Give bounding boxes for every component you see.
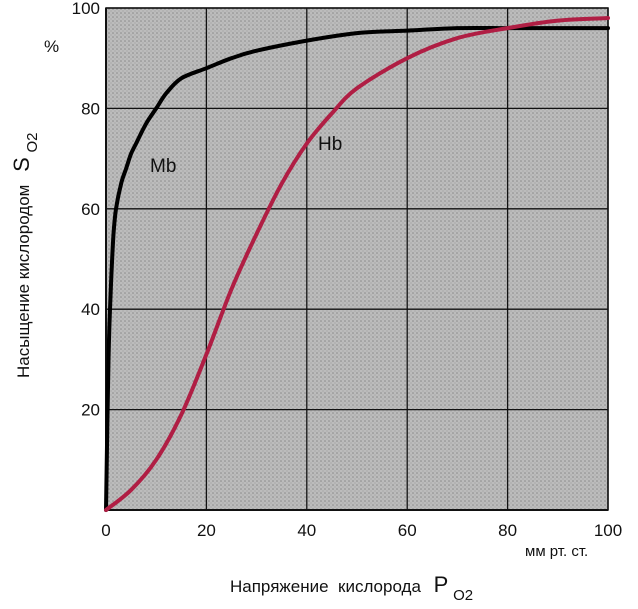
y-tick-60: 60 [81, 200, 100, 219]
y-axis-title: Насыщение кислородом S O2 [9, 132, 41, 378]
x-axis-title-text: Напряжение кислорода [230, 577, 421, 596]
x-tick-60: 60 [398, 521, 417, 540]
y-tick-80: 80 [81, 99, 100, 118]
x-tick-0: 0 [101, 521, 110, 540]
x-tick-100: 100 [594, 521, 622, 540]
x-unit: мм рт. ст. [525, 543, 588, 560]
y-axis-symbol: S [9, 157, 34, 172]
curves [104, 16, 610, 512]
x-axis-title: Напряжение кислорода P O2 [230, 572, 473, 604]
x-axis-subscript: O2 [453, 587, 473, 604]
y-axis-subscript: O2 [24, 132, 41, 152]
y-axis-title-text: Насыщение кислородом [14, 185, 33, 378]
y-tick-40: 40 [81, 300, 100, 319]
plot-area [105, 7, 609, 511]
series-line-mb [104, 25, 610, 512]
x-tick-80: 80 [498, 521, 517, 540]
x-tick-20: 20 [197, 521, 216, 540]
x-axis-symbol: P [434, 572, 449, 597]
tick-labels: 0 20 40 60 80 100 20 40 60 80 100 [72, 0, 623, 540]
y-tick-100: 100 [72, 0, 100, 18]
series-label-hb: Hb [318, 134, 342, 155]
y-tick-20: 20 [81, 401, 100, 420]
x-tick-40: 40 [297, 521, 316, 540]
y-unit: % [44, 37, 59, 56]
series-line-hb [104, 16, 610, 512]
series-label-mb: Mb [150, 156, 176, 177]
